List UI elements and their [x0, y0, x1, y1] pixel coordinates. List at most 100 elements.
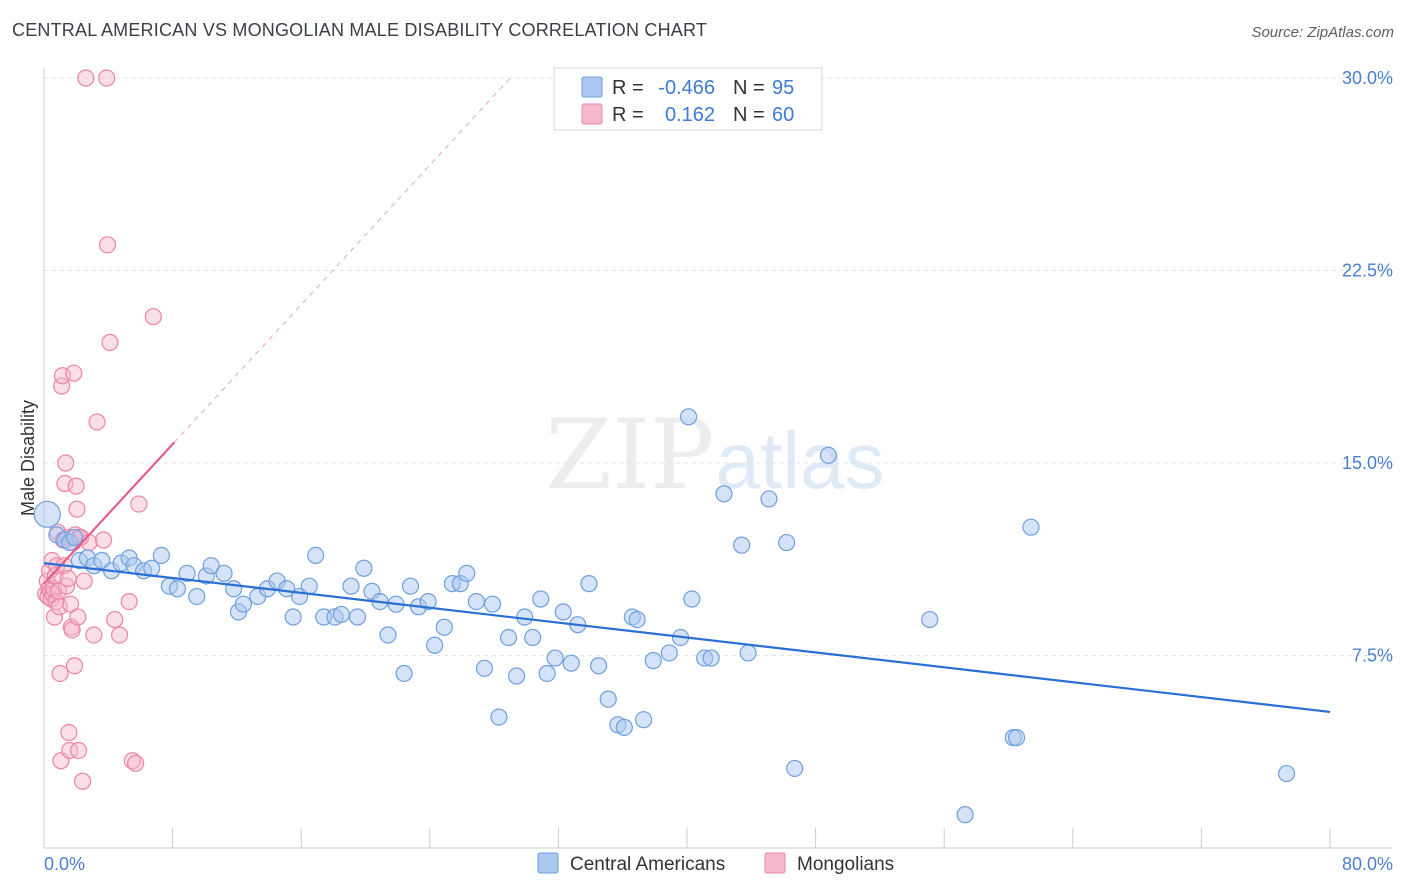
mongolian-point [101, 333, 119, 351]
central-american-point [786, 759, 804, 778]
central-american-point [395, 664, 413, 683]
central-american-point [419, 592, 437, 611]
mongolian-point [57, 454, 75, 472]
watermark-atlas: atlas [716, 416, 885, 505]
central-american-point [168, 580, 187, 598]
bottom-legend-swatch-blue [537, 852, 559, 874]
central-american-point [342, 577, 360, 595]
central-american-point [355, 559, 373, 577]
mongolian-point [85, 626, 103, 644]
mongolian-point [77, 69, 95, 87]
grid-lines [44, 77, 1392, 656]
central-american-point [426, 636, 444, 654]
mongolian-point [110, 626, 129, 644]
source-label: Source: ZipAtlas.com [1251, 24, 1394, 41]
mongolian-point [144, 308, 162, 326]
bottom-legend-label-blue: Central Americans [570, 854, 725, 875]
central-american-point [284, 608, 302, 626]
mongolian-points [37, 69, 162, 790]
central-american-point [580, 575, 598, 593]
mongolian-point [123, 752, 142, 770]
bottom-legend-swatch-pink [764, 852, 786, 874]
central-american-point [683, 590, 701, 608]
central-american-point [546, 649, 564, 667]
central-american-point [680, 408, 698, 426]
mongolian-point [120, 592, 138, 611]
bottom-legend: Central Americans Mongolians [537, 852, 894, 875]
central-american-point [634, 711, 653, 729]
central-american-point [524, 628, 542, 647]
mongolian-point [47, 592, 65, 611]
central-american-point [660, 644, 678, 662]
central-american-point [702, 649, 720, 667]
central-american-point [538, 664, 556, 683]
mongolian-point [56, 474, 74, 493]
y-tick-label: 15.0% [1342, 453, 1393, 473]
central-american-point [300, 577, 318, 595]
stats-legend: R = -0.466 N = 95 R = 0.162 N = 60 [553, 67, 823, 131]
mongolian-trend-line [43, 441, 176, 585]
central-american-point [1007, 729, 1026, 747]
mongolian-point [59, 569, 77, 588]
central-american-point [435, 618, 453, 636]
central-american-point [778, 533, 796, 552]
mongolian-point [60, 723, 78, 742]
mongolian-point [94, 531, 113, 549]
y-tick-label: 7.5% [1352, 646, 1393, 666]
mongolian-point [80, 533, 98, 552]
mongolian-point [45, 580, 63, 598]
chart-title: CENTRAL AMERICAN VS MONGOLIAN MALE DISAB… [12, 20, 708, 40]
central-american-point [332, 605, 350, 624]
central-american-point [499, 628, 518, 647]
central-american-point [202, 557, 220, 575]
mongolian-point [53, 367, 72, 385]
central-american-point [225, 580, 243, 598]
bottom-legend-label-pink: Mongolians [797, 854, 894, 875]
legend-swatch-blue [581, 76, 603, 98]
trend-lines [43, 77, 1331, 714]
central-american-point [188, 587, 206, 606]
legend-n-value-pink: 60 [772, 104, 794, 126]
mongolian-point [68, 500, 86, 518]
mongolian-point [130, 495, 148, 513]
mongolian-point [65, 364, 83, 382]
central-american-point [599, 690, 617, 708]
central-american-point [65, 528, 84, 547]
y-tick-label: 30.0% [1342, 68, 1393, 88]
mongolian-point [67, 477, 85, 495]
central-american-point [1022, 518, 1040, 536]
central-american-point [760, 490, 778, 508]
legend-r-value-blue: -0.466 [658, 77, 715, 99]
central-american-point [490, 708, 508, 726]
central-american-point [615, 718, 633, 736]
mongolian-point [65, 657, 84, 675]
x-tick-label-max: 80.0% [1342, 854, 1393, 874]
mongolian-point [88, 413, 106, 431]
legend-n-label-pink: N = [733, 104, 765, 126]
mongolian-point [69, 741, 88, 760]
central-american-point [715, 485, 733, 503]
central-american-point [733, 536, 751, 554]
central-american-point [921, 610, 939, 629]
mongolian-point [73, 772, 92, 790]
mongolian-point [51, 664, 69, 683]
central-american-point [401, 577, 420, 595]
axes [43, 68, 1392, 849]
central-american-point [628, 610, 646, 629]
mongolian-point [127, 754, 145, 772]
legend-r-label-pink: R = [612, 104, 644, 126]
central-american-trend-line [43, 562, 1331, 714]
legend-swatch-pink [581, 103, 603, 125]
central-american-point [508, 667, 526, 685]
central-american-point [819, 446, 838, 464]
central-american-point [483, 595, 502, 613]
central-american-point [739, 644, 757, 662]
mongolian-point [98, 236, 117, 254]
central-american-point [475, 659, 494, 677]
y-tick-label: 22.5% [1342, 261, 1393, 281]
central-american-point [348, 608, 367, 626]
central-american-point [152, 546, 170, 565]
mongolian-point [106, 610, 124, 629]
central-american-point [178, 564, 196, 582]
mongolian-point [50, 598, 68, 616]
